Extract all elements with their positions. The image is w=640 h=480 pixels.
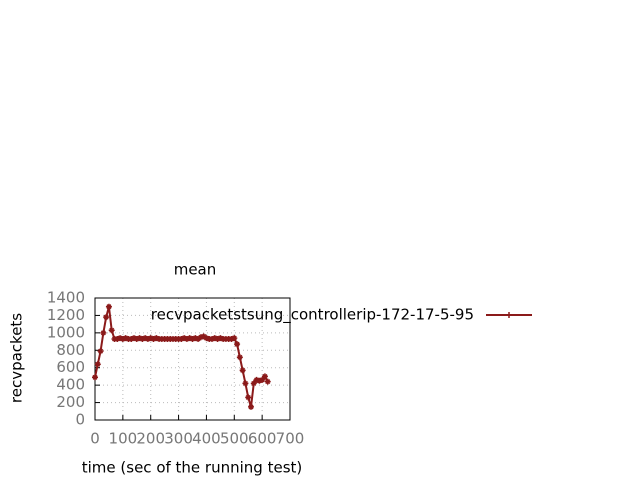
- point: [261, 373, 268, 380]
- point: [231, 335, 238, 342]
- point: [209, 335, 215, 342]
- point: [144, 335, 151, 342]
- point: [94, 361, 101, 368]
- point: [200, 333, 207, 340]
- y-tick-label: 200: [56, 393, 85, 411]
- y-tick-label: 600: [56, 358, 85, 376]
- point: [105, 303, 112, 310]
- point: [181, 335, 188, 342]
- point: [236, 354, 243, 361]
- point: [203, 335, 210, 342]
- point: [136, 335, 143, 342]
- x-tick-label: 500: [220, 430, 249, 448]
- point: [114, 335, 121, 342]
- point: [108, 327, 115, 334]
- y-tick-label: 1000: [47, 323, 85, 341]
- y-tick-label: 1200: [47, 306, 85, 324]
- point: [147, 335, 154, 342]
- point: [97, 348, 104, 355]
- point: [248, 403, 254, 410]
- point: [264, 378, 271, 385]
- legend-marker: [506, 312, 512, 318]
- point: [256, 377, 263, 384]
- y-tick-label: 1400: [47, 289, 85, 307]
- point: [133, 335, 140, 342]
- point: [189, 335, 196, 342]
- point: [217, 335, 224, 342]
- point: [259, 376, 266, 383]
- y-tick-label: 400: [56, 376, 85, 394]
- point: [142, 335, 149, 342]
- x-tick-label: 700: [276, 430, 305, 448]
- point: [253, 376, 260, 383]
- x-tick-label: 300: [164, 430, 193, 448]
- x-axis-label: time (sec of the running test): [82, 459, 303, 477]
- point: [122, 335, 129, 342]
- point: [150, 335, 157, 342]
- point: [234, 341, 241, 348]
- point: [119, 335, 126, 342]
- point: [242, 380, 249, 387]
- point: [183, 335, 190, 342]
- point: [186, 335, 193, 342]
- x-tick-label: 200: [136, 430, 165, 448]
- point: [153, 335, 160, 342]
- point: [128, 335, 135, 342]
- y-axis-label: recvpackets: [8, 313, 26, 403]
- y-tick-label: 0: [75, 411, 85, 429]
- point: [131, 335, 137, 342]
- point: [103, 314, 110, 321]
- point: [245, 394, 252, 401]
- point: [214, 335, 221, 342]
- point: [250, 380, 257, 387]
- chart-title: mean: [174, 261, 217, 279]
- point: [117, 335, 124, 342]
- x-tick-label: 400: [192, 430, 221, 448]
- point: [195, 335, 202, 342]
- point: [239, 367, 246, 374]
- legend-label: recvpacketstsung_controllerip-172-17-5-9…: [151, 306, 474, 325]
- point: [178, 335, 185, 342]
- x-tick-label: 0: [90, 430, 100, 448]
- x-tick-label: 600: [248, 430, 277, 448]
- point: [211, 335, 218, 342]
- point: [92, 374, 98, 381]
- x-tick-label: 100: [109, 430, 138, 448]
- point: [228, 335, 235, 342]
- point: [139, 335, 146, 342]
- plot-frame: [94, 297, 291, 421]
- point: [197, 334, 204, 341]
- y-tick-label: 800: [56, 341, 85, 359]
- point: [100, 329, 107, 336]
- point: [192, 335, 199, 342]
